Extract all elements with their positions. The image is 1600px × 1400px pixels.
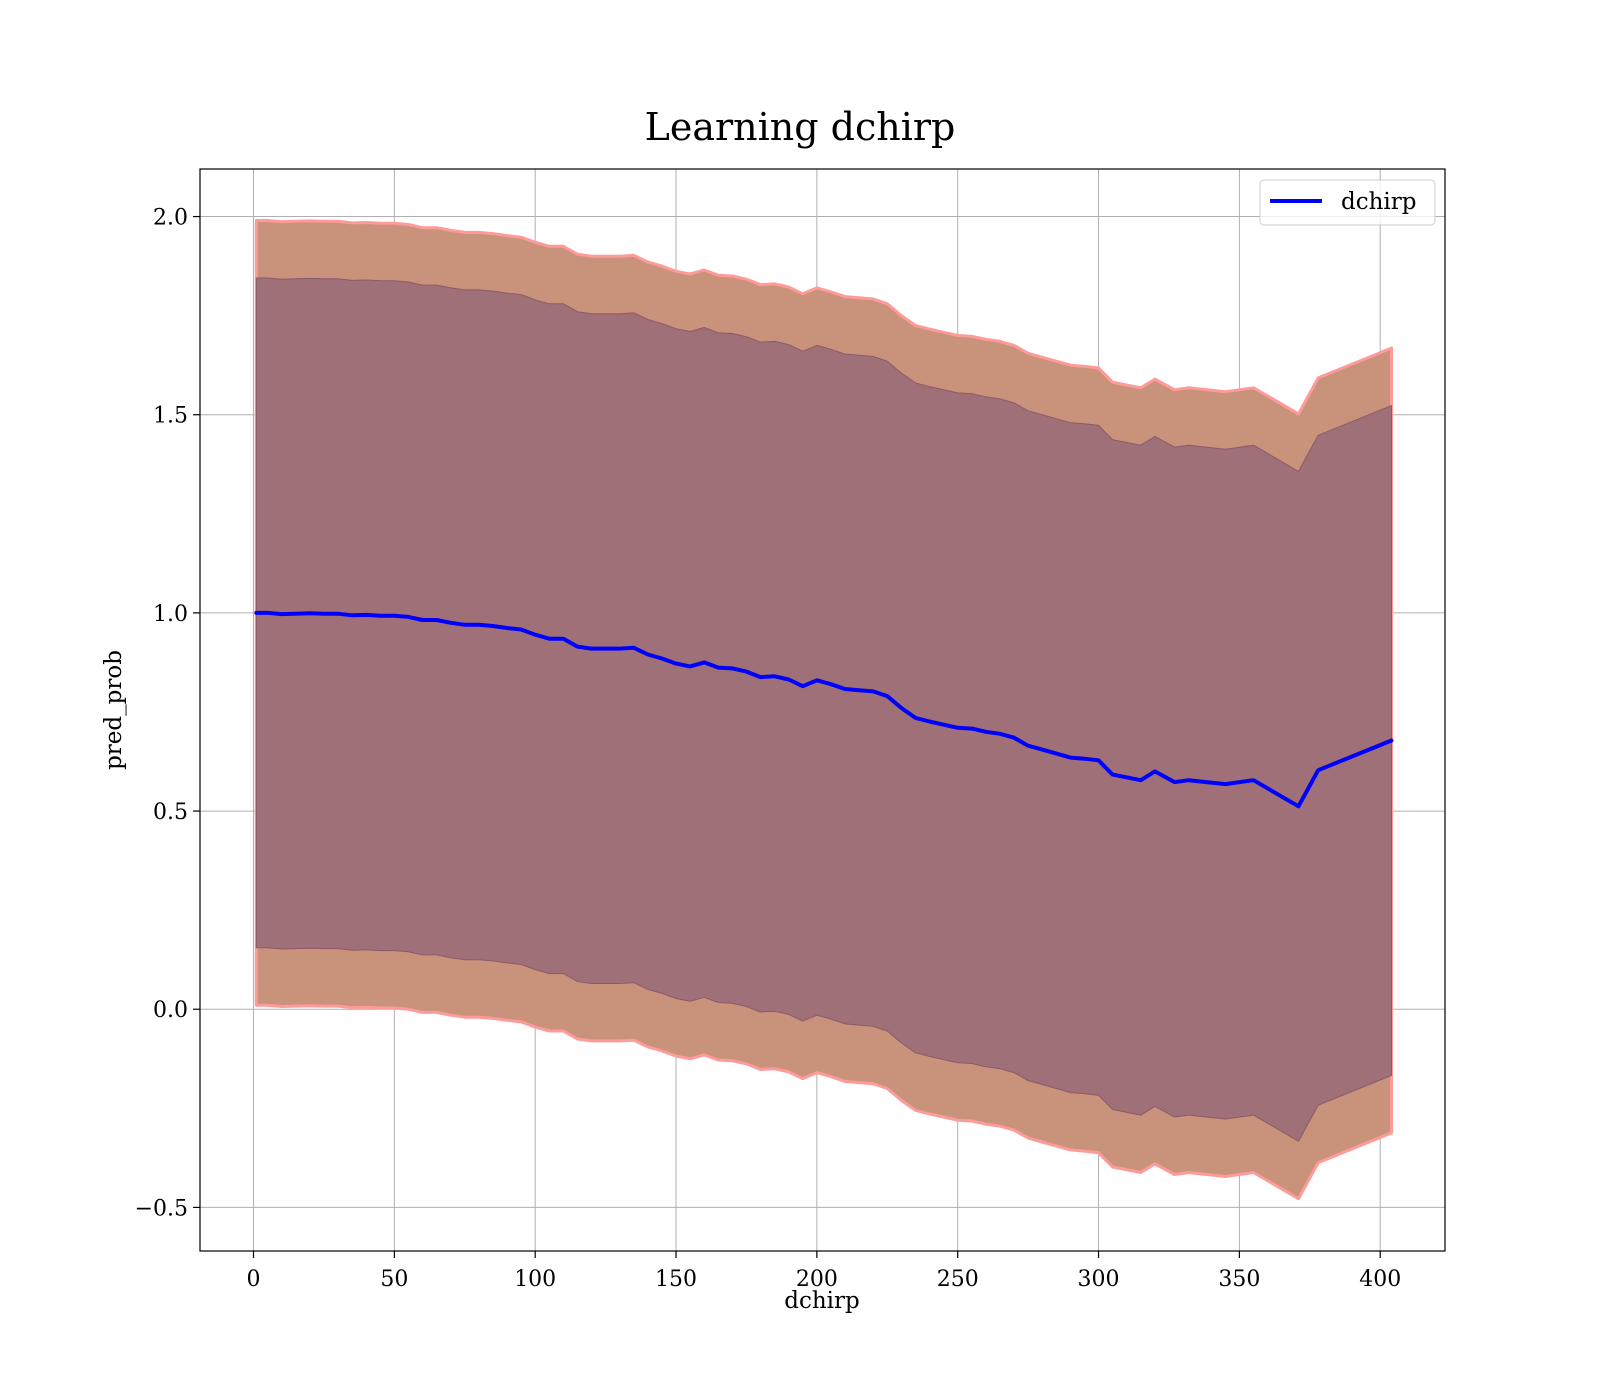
chart-title: Learning dchirp <box>645 105 956 149</box>
x-tick-label-0: 0 <box>247 1267 261 1292</box>
y-tick-label-0: −0.5 <box>135 1196 188 1221</box>
legend-box <box>1259 179 1436 226</box>
confidence-bands <box>254 219 1393 1201</box>
series-lines <box>254 610 1394 809</box>
x-tick-label-7: 350 <box>1218 1267 1260 1292</box>
x-axis-ticks: 0 50 100 150 200 250 300 350 400 <box>247 1251 1401 1292</box>
x-tick-label-4: 200 <box>796 1267 838 1292</box>
plot-area-frame <box>199 168 1446 1252</box>
y-axis-ticks: −0.5 0.0 0.5 1.0 1.5 2.0 <box>135 206 200 1221</box>
series-line-dchirp <box>254 610 1394 809</box>
legend: dchirp <box>1259 179 1436 226</box>
x-tick-label-2: 100 <box>514 1267 556 1292</box>
x-tick-label-8: 400 <box>1359 1267 1401 1292</box>
y-tick-label-4: 1.5 <box>153 404 188 429</box>
x-tick-label-6: 300 <box>1078 1267 1120 1292</box>
x-tick-label-1: 50 <box>380 1267 408 1292</box>
legend-label-dchirp: dchirp <box>1341 189 1417 215</box>
y-axis-label: pred_prob <box>101 650 127 770</box>
y-tick-label-2: 0.5 <box>153 800 188 825</box>
x-axis-label: dchirp <box>784 1288 860 1314</box>
y-tick-label-1: 0.0 <box>153 998 188 1023</box>
y-tick-label-5: 2.0 <box>153 206 188 231</box>
x-tick-label-5: 250 <box>937 1267 979 1292</box>
y-tick-label-3: 1.0 <box>153 602 188 627</box>
x-tick-label-3: 150 <box>655 1267 697 1292</box>
inner-band <box>255 277 1392 1142</box>
